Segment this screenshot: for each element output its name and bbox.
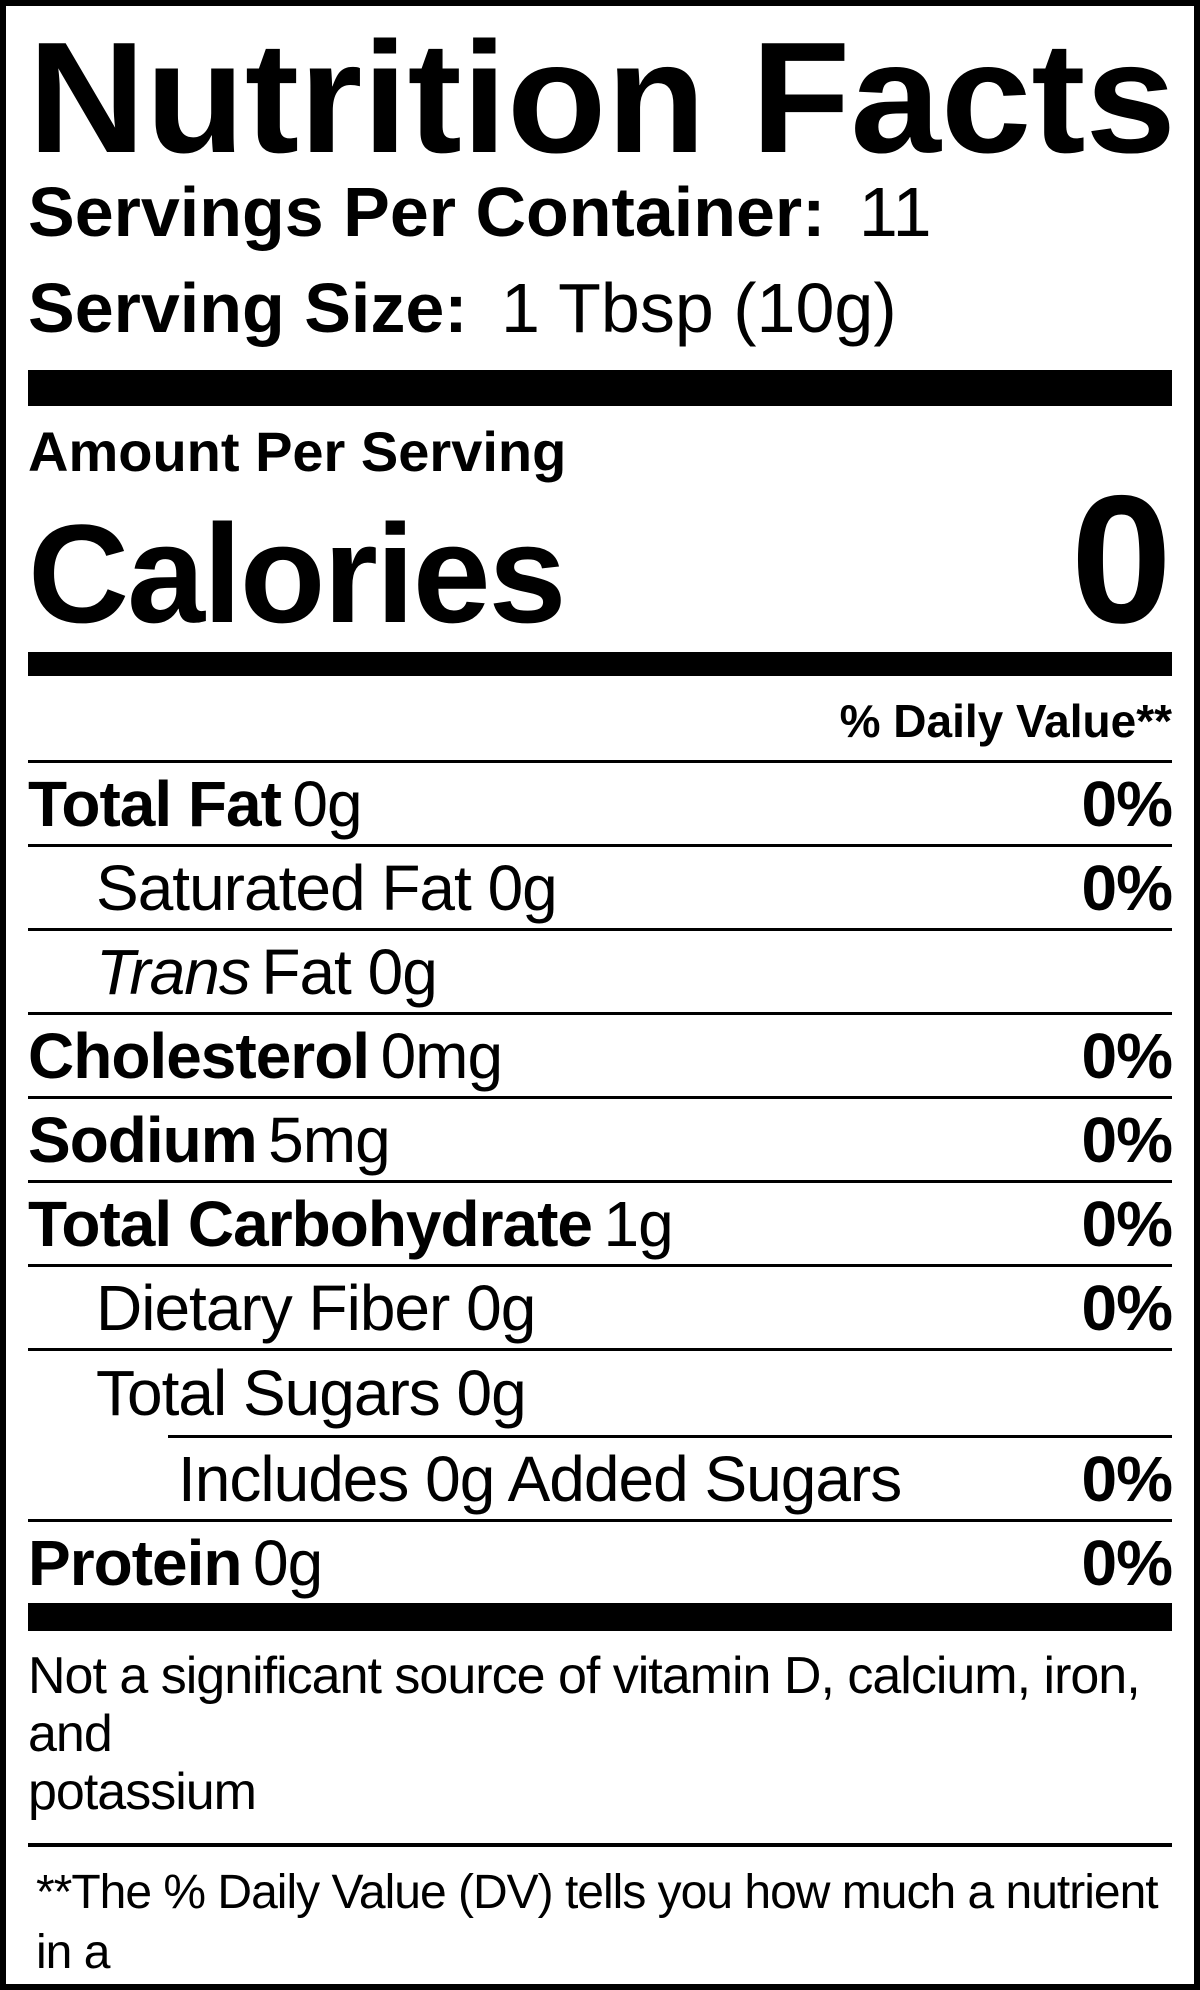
nutrient-name: Sodium 5mg (28, 1103, 391, 1177)
daily-value-percent: 0% (1081, 1187, 1173, 1260)
calories-value: 0 (1070, 457, 1172, 661)
calories-row: Calories 0 (28, 457, 1172, 661)
calories-label: Calories (28, 495, 566, 652)
nutrient-label: Sodium (28, 1103, 258, 1176)
row-added-sugars: Includes 0g Added Sugars 0% (168, 1435, 1173, 1519)
daily-value-percent: 0% (1081, 1103, 1173, 1176)
serving-size-value: 1 Tbsp (10g) (501, 269, 897, 347)
serving-size-label: Serving Size: (28, 269, 468, 347)
nutrient-name: Dietary Fiber 0g (96, 1271, 536, 1344)
nutrient-name: Total Carbohydrate 1g (28, 1187, 674, 1261)
nutrient-amount: Fat 0g (261, 935, 437, 1008)
servings-per-container-value: 11 (858, 173, 932, 251)
separator-above-amount-per-serving (28, 370, 1172, 406)
servings-per-container-line: Servings Per Container: 11 (28, 164, 1172, 260)
daily-value-percent: 0% (1081, 1019, 1173, 1092)
daily-value-percent: 0% (1081, 851, 1173, 924)
servings-per-container-label: Servings Per Container: (28, 173, 826, 251)
amount-per-serving-heading: Amount Per Serving (28, 420, 567, 483)
daily-value-percent: 0% (1081, 767, 1173, 840)
nutrient-label: Total Carbohydrate (28, 1187, 593, 1260)
daily-value-percent: 0% (1081, 1442, 1173, 1515)
nutrient-label: Cholesterol (28, 1019, 370, 1092)
daily-value-column-header: % Daily Value** (28, 676, 1172, 763)
nutrient-name: Cholesterol 0mg (28, 1019, 503, 1093)
nutrient-amount: 0g (292, 767, 362, 840)
row-trans-fat: Trans Fat 0g (28, 931, 1172, 1015)
daily-value-percent: 0% (1081, 1526, 1173, 1599)
row-sodium: Sodium 5mg 0% (28, 1099, 1173, 1183)
row-saturated-fat: Saturated Fat 0g 0% (28, 847, 1173, 931)
nutrient-label: Protein (28, 1526, 242, 1599)
label-title: Nutrition Facts (28, 24, 1176, 164)
row-dietary-fiber: Dietary Fiber 0g 0% (28, 1267, 1173, 1351)
row-total-sugars: Total Sugars 0g (28, 1351, 1172, 1435)
daily-value-percent: 0% (1081, 1271, 1173, 1344)
nutrient-amount: 0g (252, 1526, 323, 1599)
nutrient-amount: 1g (603, 1187, 674, 1260)
nutrient-label: Total Fat (28, 767, 282, 840)
nutrient-amount: 5mg (268, 1103, 390, 1176)
nutrient-amount: 0mg (380, 1019, 503, 1092)
row-cholesterol: Cholesterol 0mg 0% (28, 1015, 1173, 1099)
row-protein: Protein 0g 0% (28, 1519, 1173, 1603)
label-title-block: Nutrition Facts (28, 24, 1176, 164)
row-total-fat: Total Fat 0g 0% (28, 763, 1173, 847)
nutrient-name: Total Sugars 0g (96, 1357, 527, 1429)
separator-below-calories (28, 652, 1172, 676)
nutrient-name: Saturated Fat 0g (96, 851, 558, 924)
nutrient-label-italic: Trans (96, 935, 251, 1008)
nutrient-name: Includes 0g Added Sugars (178, 1442, 902, 1515)
label-title-graphic: Nutrition Facts (28, 24, 1176, 164)
nutrient-name: Trans Fat 0g (28, 935, 438, 1009)
daily-value-footnote: **The % Daily Value (DV) tells you how m… (36, 1866, 1159, 1979)
separator-below-nutrients (28, 1603, 1172, 1631)
not-significant-note: Not a significant source of vitamin D, c… (28, 1631, 1172, 1847)
nutrient-name: Protein 0g (28, 1526, 323, 1600)
nutrient-name: Total Fat 0g (28, 767, 363, 841)
serving-size-line: Serving Size: 1 Tbsp (10g) (28, 260, 1172, 356)
row-total-carbohydrate: Total Carbohydrate 1g 0% (28, 1183, 1173, 1267)
